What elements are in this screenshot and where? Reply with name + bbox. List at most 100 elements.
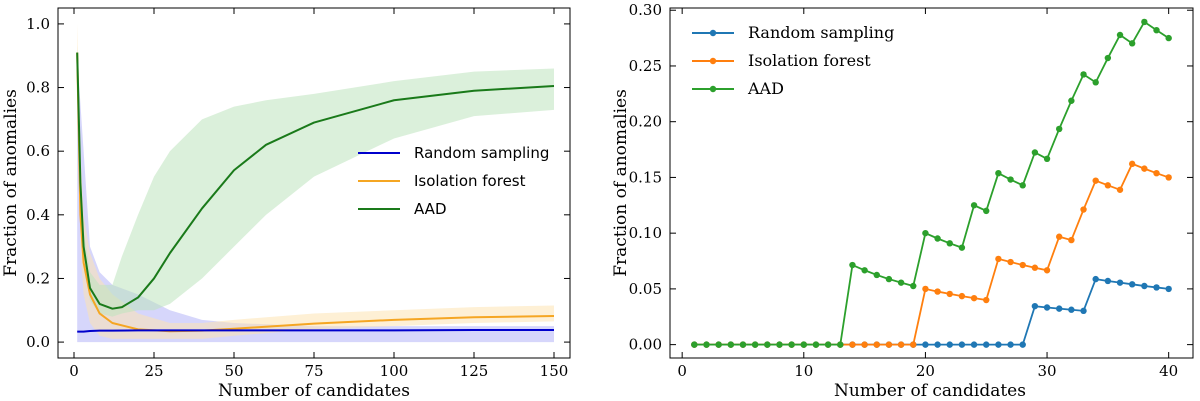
right-point-isolation-forest [849, 341, 856, 348]
right-point-aad [800, 341, 807, 348]
right-legend-marker-aad [709, 85, 717, 93]
right-point-aad [812, 341, 820, 348]
right-point-aad [691, 341, 698, 348]
right-point-aad [897, 279, 905, 286]
left-y-tick-label: 0.6 [26, 142, 50, 160]
right-point-random-sampling [970, 341, 978, 348]
right-point-random-sampling [1056, 305, 1063, 312]
right-point-aad [1068, 97, 1075, 104]
left-series-lines [76, 52, 555, 333]
right-point-random-sampling [1104, 277, 1112, 285]
right-point-isolation-forest [995, 255, 1002, 263]
right-point-aad [873, 271, 880, 279]
left-legend-label-random: Random sampling [414, 144, 549, 162]
right-point-aad [958, 244, 966, 251]
right-point-isolation-forest [1116, 186, 1124, 193]
right-legend: Random sampling Isolation forest AAD [692, 23, 894, 98]
right-point-random-sampling [1128, 281, 1136, 288]
right-point-isolation-forest [983, 296, 990, 304]
right-legend-label-aad: AAD [747, 79, 784, 98]
left-x-tick-label: 125 [460, 362, 489, 380]
right-y-tick-label: 0.30 [629, 1, 662, 19]
right-legend-label-isolation: Isolation forest [748, 51, 871, 70]
right-point-isolation-forest [1165, 174, 1172, 181]
left-x-axis-label: Number of candidates [218, 381, 410, 401]
left-y-tick-label: 0.0 [26, 333, 50, 351]
left-y-tick-label: 1.0 [26, 15, 50, 33]
left-x-tick-label: 150 [540, 362, 569, 380]
right-legend-label-random: Random sampling [748, 23, 894, 42]
right-point-aad [788, 341, 795, 348]
right-y-tick-label: 0.00 [629, 336, 662, 354]
right-point-aad [1031, 149, 1039, 156]
right-point-isolation-forest [1068, 236, 1075, 244]
right-point-aad [837, 341, 844, 348]
right-point-isolation-forest [970, 294, 978, 302]
right-point-aad [1092, 79, 1099, 86]
right-y-tick-label: 0.05 [629, 280, 662, 298]
right-point-aad [983, 207, 990, 215]
right-point-aad [776, 341, 783, 348]
right-point-isolation-forest [1007, 258, 1014, 266]
left-line-aad [76, 52, 555, 310]
right-point-random-sampling [1043, 304, 1051, 311]
right-point-isolation-forest [1153, 169, 1160, 177]
right-point-random-sampling [958, 341, 966, 348]
right-point-isolation-forest [861, 341, 868, 348]
right-series-lines [694, 20, 1170, 346]
left-y-tick-label: 0.4 [26, 206, 50, 224]
right-point-isolation-forest [1019, 261, 1026, 269]
right-x-tick-label: 40 [1159, 362, 1178, 380]
right-point-random-sampling [983, 341, 990, 348]
right-point-random-sampling [946, 341, 953, 348]
right-point-isolation-forest [922, 285, 929, 293]
right-point-aad [885, 275, 893, 283]
right-point-random-sampling [1031, 302, 1039, 310]
right-point-aad [715, 341, 722, 348]
right-x-tick-label: 20 [916, 362, 935, 380]
right-point-random-sampling [922, 341, 929, 348]
right-line-aad [694, 20, 1170, 346]
right-point-aad [849, 261, 856, 269]
right-y-axis-label: Fraction of anomalies [611, 89, 631, 277]
right-y-tick-label: 0.25 [629, 57, 662, 75]
right-point-aad [995, 169, 1002, 177]
right-y-ticks: 0.00 0.05 0.10 0.15 0.20 0.25 0.30 [629, 1, 1193, 354]
right-x-axis-label: Number of candidates [834, 381, 1026, 401]
left-panel: 0 25 50 75 100 125 150 0.0 0.2 0.4 0.6 0.8 1.0 Numb… [1, 7, 571, 401]
left-x-tick-label: 100 [380, 362, 409, 380]
right-point-random-sampling [1141, 282, 1148, 290]
right-point-isolation-forest [1128, 160, 1136, 168]
left-band-aad [77, 46, 554, 317]
right-point-aad [727, 341, 735, 348]
right-point-isolation-forest [1043, 267, 1051, 274]
right-legend-marker-isolation [709, 57, 717, 65]
right-y-tick-label: 0.20 [629, 113, 662, 131]
right-point-aad [1153, 26, 1160, 34]
right-point-random-sampling [1092, 275, 1099, 283]
left-y-ticks: 0.0 0.2 0.4 0.6 0.8 1.0 [26, 15, 570, 351]
right-point-aad [1141, 18, 1148, 26]
right-point-isolation-forest [958, 292, 966, 300]
right-point-isolation-forest [1080, 206, 1087, 213]
right-point-random-sampling [1007, 341, 1014, 348]
right-point-random-sampling [934, 341, 941, 348]
right-x-ticks: 0 10 20 30 40 [677, 8, 1178, 380]
right-x-tick-label: 30 [1037, 362, 1056, 380]
right-point-aad [1104, 54, 1112, 62]
right-point-aad [1019, 182, 1026, 189]
right-point-aad [934, 235, 941, 242]
left-y-tick-label: 0.2 [26, 269, 50, 287]
right-x-tick-label: 0 [677, 362, 687, 380]
right-point-random-sampling [1068, 306, 1075, 313]
right-point-aad [703, 341, 710, 348]
right-point-random-sampling [1019, 341, 1026, 348]
right-point-isolation-forest [934, 288, 941, 295]
right-point-aad [1116, 31, 1124, 39]
left-legend-label-aad: AAD [414, 200, 447, 218]
right-plot-frame [669, 7, 1194, 359]
right-point-aad [764, 341, 771, 348]
left-x-tick-label: 50 [224, 362, 243, 380]
right-point-isolation-forest [873, 341, 880, 348]
right-point-isolation-forest [897, 341, 905, 348]
